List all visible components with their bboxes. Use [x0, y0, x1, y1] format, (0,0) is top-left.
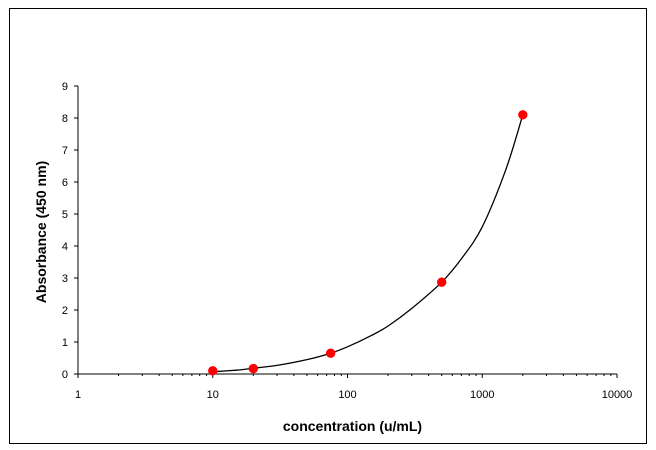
data-point — [436, 277, 447, 287]
y-tick-label: 1 — [62, 337, 68, 349]
chart-frame — [9, 8, 647, 444]
y-tick-label: 4 — [62, 241, 68, 253]
y-tick-label: 8 — [62, 113, 68, 125]
y-tick-label: 6 — [62, 177, 68, 189]
x-tick-label: 10 — [207, 389, 219, 401]
y-tick-label: 9 — [62, 81, 68, 93]
data-point — [208, 366, 218, 376]
x-axis-title: concentration (u/mL) — [283, 418, 422, 434]
data-point — [248, 363, 259, 374]
x-tick-label: 1 — [75, 389, 81, 401]
y-tick-label: 7 — [62, 145, 68, 157]
x-tick-label: 1000 — [470, 389, 494, 401]
y-axis-title: Absorbance (450 nm) — [33, 161, 49, 303]
fit-curve-line — [212, 114, 524, 373]
x-tick-label: 10000 — [602, 389, 633, 401]
x-tick-label: 100 — [338, 389, 356, 401]
y-tick-label: 3 — [62, 273, 68, 285]
y-tick-label: 0 — [62, 369, 68, 381]
data-point — [518, 110, 528, 120]
y-tick-label: 5 — [62, 209, 68, 221]
y-tick-label: 2 — [62, 305, 68, 317]
data-point — [325, 348, 336, 358]
